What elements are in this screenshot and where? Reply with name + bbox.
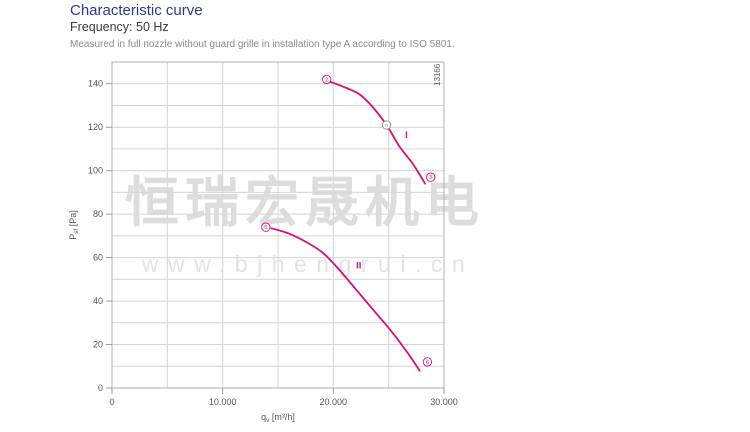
x-axis-tick-label: 0 (109, 397, 114, 407)
watermark-cjk-text: 恒瑞宏晟机电 (125, 173, 485, 233)
y-axis-tick-label: 0 (98, 383, 103, 393)
y-axis-tick-label: 20 (93, 340, 103, 350)
x-axis-tick-label: 30.000 (430, 397, 458, 407)
y-axis-tick-label: 140 (88, 79, 103, 89)
curve-I (329, 80, 427, 185)
curve-II (270, 227, 421, 372)
curve-label-I: I (405, 130, 408, 141)
watermark-url-text: www.bjhengrui.cn (141, 251, 474, 277)
marker-label-3: 3 (429, 175, 432, 181)
curve-label-II: II (356, 261, 361, 272)
marker-label-n: n (385, 123, 388, 129)
marker-circle-2 (322, 74, 332, 85)
x-axis-tick-label: 20.000 (320, 397, 348, 407)
plot-border (111, 61, 445, 389)
x-axis-title: qv [m³/h] (261, 412, 295, 424)
figure-number: 13166 (433, 63, 442, 86)
marker-circle-5 (261, 222, 271, 232)
y-axis-title: Psf [Pa] (68, 210, 80, 240)
marker-label-6: 6 (426, 360, 429, 366)
y-axis-tick-label: 120 (88, 122, 103, 132)
y-axis-tick-label: 100 (88, 166, 103, 176)
frequency-subtitle: Frequency: 50 Hz (70, 20, 169, 34)
measurement-note: Measured in full nozzle without guard gr… (70, 39, 455, 50)
y-axis-tick-label: 60 (93, 253, 103, 263)
y-axis-tick-label: 80 (93, 209, 103, 219)
marker-label-2: 2 (325, 77, 328, 83)
marker-circle-6 (422, 357, 433, 367)
y-axis-tick-label: 40 (93, 296, 103, 306)
x-axis-tick-label: 10.000 (209, 397, 237, 407)
marker-label-5: 5 (264, 225, 267, 231)
marker-circle-3 (426, 172, 436, 182)
marker-circle-n (381, 120, 392, 130)
page-title: Characteristic curve (70, 2, 203, 19)
